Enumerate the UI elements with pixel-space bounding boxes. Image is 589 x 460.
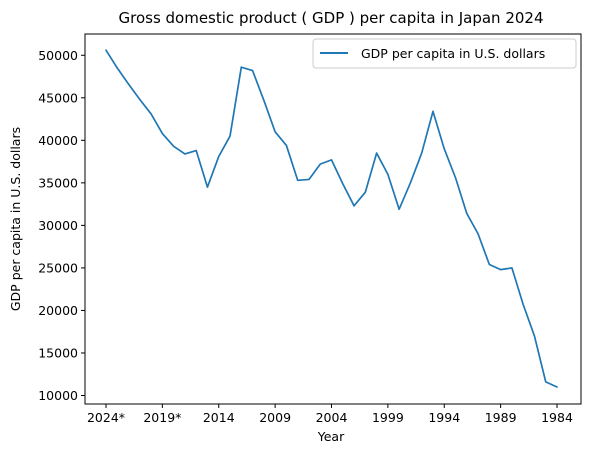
y-tick-label: 20000 <box>38 303 78 318</box>
y-tick-label: 50000 <box>38 48 78 63</box>
x-tick-label: 2024* <box>87 410 125 425</box>
x-tick-label: 1999 <box>372 410 404 425</box>
y-tick-label: 15000 <box>38 345 78 360</box>
x-axis: 2024* 2019* 2014 2009 2004 1999 1994 1989 1984 <box>87 404 573 425</box>
x-tick-label: 1989 <box>485 410 517 425</box>
y-tick-label: 35000 <box>38 175 78 190</box>
plot-area-frame <box>84 33 582 405</box>
y-tick-label: 25000 <box>38 260 78 275</box>
y-tick-label: 30000 <box>38 218 78 233</box>
x-tick-label: 1994 <box>428 410 460 425</box>
y-axis-label: GDP per capita in U.S. dollars <box>8 127 23 311</box>
y-tick-label: 40000 <box>38 133 78 148</box>
x-tick-label: 2019* <box>143 410 181 425</box>
x-axis-label: Year <box>317 429 345 444</box>
x-tick-label: 2004 <box>316 410 348 425</box>
legend-box <box>312 38 577 69</box>
legend: GDP per capita in U.S. dollars <box>312 38 577 69</box>
series-layer <box>105 49 558 388</box>
legend-entry-label: GDP per capita in U.S. dollars <box>361 46 545 61</box>
y-tick-label: 45000 <box>38 90 78 105</box>
x-tick-label: 1984 <box>541 410 573 425</box>
y-axis: 10000 15000 20000 25000 30000 35000 40000 45000… <box>38 48 85 403</box>
chart-title: Gross domestic product ( GDP ) per capit… <box>118 9 543 27</box>
x-tick-label: 2014 <box>203 410 235 425</box>
series-line-0 <box>105 49 558 388</box>
x-tick-label: 2009 <box>259 410 291 425</box>
y-tick-label: 10000 <box>38 388 78 403</box>
